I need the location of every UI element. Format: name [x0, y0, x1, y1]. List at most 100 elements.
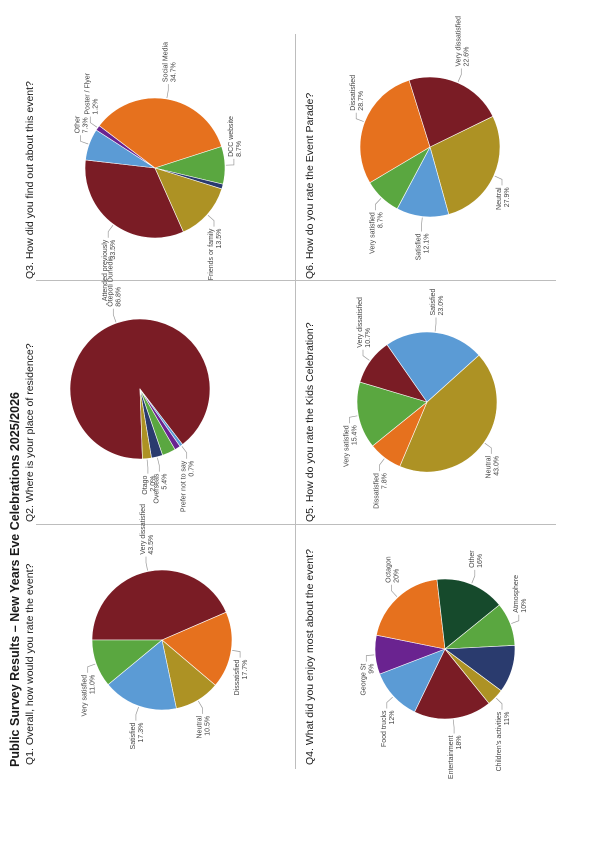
- slice-value-q4-food-trucks: 12%: [389, 711, 396, 725]
- slice-label-q5-dissatisfied: Dissatisfied: [373, 473, 380, 509]
- slice-label-q4-george-st: George St: [360, 664, 367, 696]
- leader-line-q2-overseas: [157, 457, 160, 472]
- leader-line-q3-attended-previously: [107, 224, 114, 238]
- leader-line-q4-children-s-activities: [495, 697, 503, 710]
- slice-label-q1-very-satisfied: Very satisfied: [82, 675, 89, 717]
- slice-label-q6-dissatisfied: Dissatisfied: [350, 75, 357, 111]
- leader-line-q5-very-satisfied: [349, 415, 358, 424]
- slice-label-q6-satisfied: Satisfied: [415, 233, 422, 260]
- pie-slice-q1-satisfied: [107, 639, 177, 711]
- pie-slice-q3-attended-previously: [84, 159, 184, 239]
- slice-value-q2-overseas: 5.4%: [161, 474, 168, 490]
- leader-line-q2-prefer-not-to-say: [181, 446, 188, 459]
- slice-value-q6-satisfied: 12.1%: [423, 234, 430, 254]
- pie-slice-q1-very-satisfied: [91, 639, 163, 686]
- slice-label-q4-atmosphere: Atmosphere: [513, 575, 520, 613]
- slice-label-q1-neutral: Neutral: [196, 715, 203, 738]
- slice-label-q5-neutral: Neutral: [485, 455, 492, 478]
- leader-line-q4-atmosphere: [511, 614, 520, 624]
- slice-label-q3-attended-previously: Attended previously: [102, 239, 109, 301]
- report-title: Public Survey Results – New Years Eve Ce…: [8, 392, 22, 767]
- pie-chart-q5: Neutral 43.0% Dissatisfied 7.8% Very satisfi…: [344, 289, 501, 509]
- slice-value-q3-dcc-website: 8.7%: [236, 141, 243, 157]
- slice-label-q3-other: Other: [75, 115, 82, 133]
- slice-value-q3-attended-previously: 33.5%: [110, 240, 117, 260]
- leader-line-q3-poster-flyer: [89, 116, 98, 128]
- slice-label-q4-food-trucks: Food trucks: [381, 710, 388, 747]
- chart-panel-q6: Q6. How do you rate the Event Parade? Ne…: [304, 16, 564, 279]
- slice-label-q1-very-dissatisfied: Very dissatisfied: [140, 504, 147, 555]
- leader-line-q4-octagon: [391, 584, 398, 597]
- slice-label-q2-overseas: Overseas: [153, 473, 160, 503]
- slice-value-q2-prefer-not-to-say: 0.7%: [189, 461, 196, 477]
- leader-line-q6-neutral: [494, 175, 503, 186]
- pie-slice-q4-entertainment: [414, 648, 490, 720]
- slice-label-q4-children-s-activities: Children's activities: [496, 711, 503, 771]
- chart-panel-q1: Q1. Overall, how would you rate the even…: [24, 504, 284, 765]
- slice-label-q6-very-satisfied: Very satisfied: [370, 212, 377, 254]
- slice-value-q6-neutral: 27.9%: [504, 187, 511, 207]
- leader-line-q2-otepoti-dunedin: [112, 308, 117, 323]
- slice-value-q5-very-satisfied: 15.4%: [352, 425, 359, 445]
- leader-line-q3-dcc-website: [225, 158, 235, 166]
- pie-slice-q1-dissatisfied: [161, 611, 233, 686]
- leader-line-q5-very-dissatisfied: [362, 349, 370, 361]
- pie-chart-q3: Attended previously 33.5% Other 7.3% Poster …: [75, 42, 243, 301]
- leader-line-q1-satisfied: [135, 706, 139, 721]
- chart-panel-q5: Q5. How do you rate the Kids Celebration…: [304, 276, 564, 522]
- leader-line-q1-dissatisfied: [232, 650, 241, 658]
- slice-label-q4-other: Other: [469, 550, 476, 568]
- leader-line-q2-otago: [146, 459, 149, 474]
- slice-value-q1-very-satisfied: 11.0%: [90, 675, 97, 694]
- leader-line-q6-satisfied: [421, 217, 423, 232]
- slice-value-q5-satisfied: 23.0%: [438, 296, 445, 316]
- slice-label-q2-otago: Otago: [142, 476, 149, 495]
- slice-value-q4-george-st: 9%: [368, 664, 375, 674]
- slice-value-q5-neutral: 43.0%: [493, 456, 500, 476]
- leader-line-q3-other: [80, 135, 89, 145]
- pie-slice-q6-dissatisfied: [359, 79, 431, 184]
- pie-slice-q5-very-satisfied: [356, 381, 428, 447]
- slice-value-q3-other: 7.3%: [83, 117, 90, 133]
- slice-value-q3-poster-flyer: 1.2%: [92, 99, 99, 115]
- leader-line-q6-dissatisfied: [355, 112, 364, 122]
- leader-line-q6-very-dissatisfied: [457, 68, 462, 82]
- slice-value-q6-dissatisfied: 28.7%: [358, 91, 365, 111]
- slice-label-q3-social-media: Social Media: [162, 42, 169, 82]
- pie-slice-q1-very-dissatisfied: [91, 569, 227, 641]
- slice-value-q3-social-media: 34.7%: [170, 62, 177, 82]
- leader-line-q4-george-st: [365, 654, 375, 662]
- leader-line-q3-social-media: [166, 84, 169, 99]
- slice-label-q3-poster-flyer: Poster / Flyer: [84, 72, 91, 114]
- slice-value-q4-octagon: 20%: [394, 569, 401, 583]
- chart-panel-q3: Q3. How did you find out about this even…: [24, 33, 284, 301]
- slice-value-q2-otago: 2.0%: [150, 476, 157, 492]
- slice-value-q1-dissatisfied: 17.7%: [242, 660, 249, 680]
- leader-line-q3-friends-or-family: [207, 214, 215, 227]
- pie-slice-q6-neutral: [429, 115, 501, 215]
- slice-label-q5-satisfied: Satisfied: [430, 289, 437, 316]
- pie-slice-q5-neutral: [399, 354, 498, 473]
- pie-slice-q2-otago: [139, 388, 152, 460]
- pie-chart-q6: Neutral 27.9% Satisfied 12.1% Very satisfied…: [350, 16, 511, 261]
- leader-line-q6-very-satisfied: [375, 198, 382, 211]
- slice-label-q5-very-satisfied: Very satisfied: [344, 425, 351, 467]
- leader-line-q4-entertainment: [452, 719, 455, 734]
- slice-label-q4-entertainment: Entertainment: [448, 735, 455, 779]
- slice-label-q1-satisfied: Satisfied: [130, 723, 137, 750]
- slice-value-q6-very-satisfied: 8.7%: [378, 212, 385, 228]
- slice-label-q5-very-dissatisfied: Very dissatisfied: [357, 297, 364, 348]
- row-divider: [295, 34, 296, 769]
- pie-chart-q1: Very dissatisfied 43.5% Dissatisfied 17.7% N…: [82, 504, 249, 750]
- slice-label-q1-dissatisfied: Dissatisfied: [234, 660, 241, 696]
- leader-line-q5-dissatisfied: [379, 458, 385, 472]
- leader-line-q5-satisfied: [434, 317, 437, 332]
- slice-value-q1-satisfied: 17.3%: [138, 723, 145, 743]
- pie-chart-q2: Ōtepoti Dunedin 86.8% Prefer not to say 0.7…: [69, 256, 211, 512]
- pie-slice-q4-other: [436, 578, 500, 650]
- slice-value-q6-very-dissatisfied: 22.6%: [463, 47, 470, 67]
- pie-slice-q6-very-dissatisfied: [408, 76, 494, 148]
- pie-slice-q3-social-media: [98, 97, 222, 169]
- chart-panel-q2: Q2. Where is your place of residence? Ōt…: [24, 256, 284, 522]
